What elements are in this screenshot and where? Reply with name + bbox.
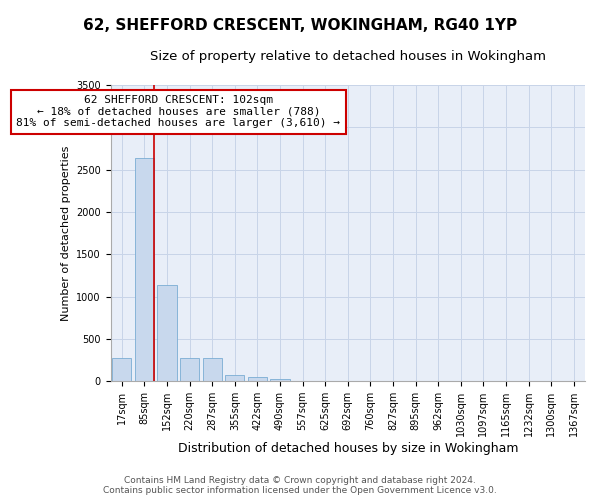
X-axis label: Distribution of detached houses by size in Wokingham: Distribution of detached houses by size … <box>178 442 518 455</box>
Bar <box>225 374 244 381</box>
Bar <box>203 358 222 381</box>
Bar <box>180 358 199 381</box>
Bar <box>248 377 267 381</box>
Text: Contains HM Land Registry data © Crown copyright and database right 2024.
Contai: Contains HM Land Registry data © Crown c… <box>103 476 497 495</box>
Text: 62, SHEFFORD CRESCENT, WOKINGHAM, RG40 1YP: 62, SHEFFORD CRESCENT, WOKINGHAM, RG40 1… <box>83 18 517 32</box>
Y-axis label: Number of detached properties: Number of detached properties <box>61 146 71 321</box>
Bar <box>157 284 176 381</box>
Bar <box>271 379 290 381</box>
Title: Size of property relative to detached houses in Wokingham: Size of property relative to detached ho… <box>150 50 546 63</box>
Bar <box>135 158 154 381</box>
Text: 62 SHEFFORD CRESCENT: 102sqm
← 18% of detached houses are smaller (788)
81% of s: 62 SHEFFORD CRESCENT: 102sqm ← 18% of de… <box>16 95 340 128</box>
Bar <box>112 358 131 381</box>
